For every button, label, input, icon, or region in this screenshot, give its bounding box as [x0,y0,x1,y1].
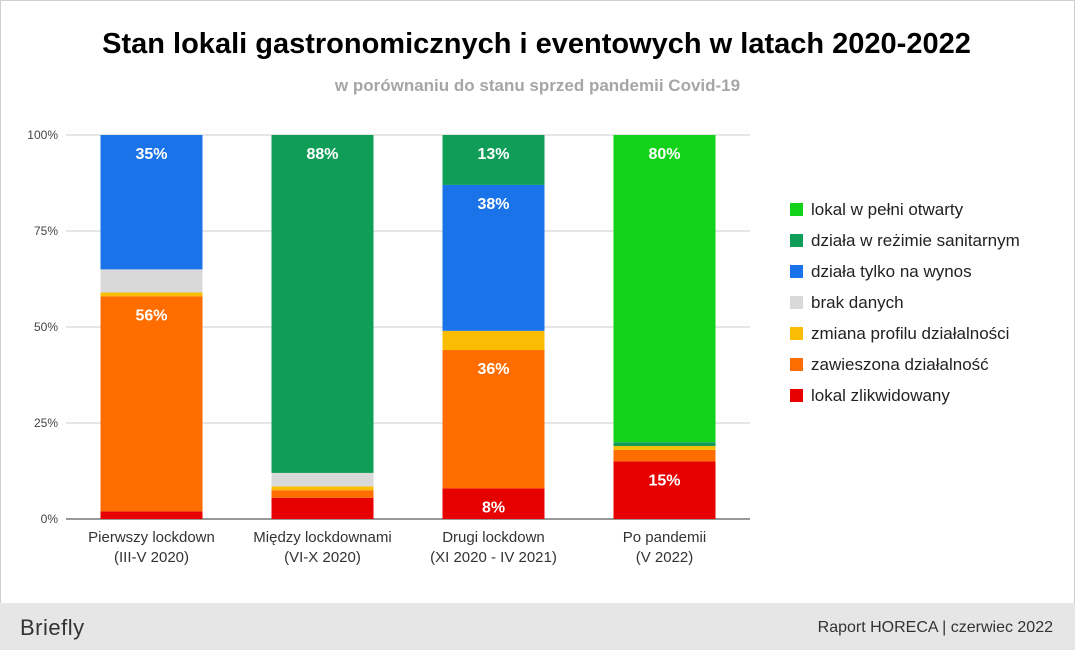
legend-label: zawieszona działalność [811,354,989,374]
data-label: 38% [477,196,509,213]
legend-label: lokal zlikwidowany [811,385,950,405]
legend-item: brak danych [790,287,1020,318]
bar-segment [613,442,716,447]
bar-segment [442,350,545,489]
x-tick-label: (III-V 2020) [114,549,189,566]
legend-label: lokal w pełni otwarty [811,199,964,219]
data-label: 15% [648,472,680,489]
bar-segment [271,486,374,491]
legend-label: działa tylko na wynos [811,261,972,281]
data-label: 56% [135,307,167,324]
x-tick-label: (V 2022) [636,549,694,566]
bar-segment [100,511,203,519]
legend-swatch [790,203,803,216]
bar-segment [271,135,374,473]
data-label: 88% [306,146,338,163]
y-tick-label: 75% [34,224,58,238]
legend-label: działa w reżimie sanitarnym [811,230,1020,250]
legend-item: zawieszona działalność [790,349,1020,380]
legend-item: działa w reżimie sanitarnym [790,225,1020,256]
x-tick-label: Drugi lockdown [442,529,545,546]
report-caption: Raport HORECA | czerwiec 2022 [817,619,1053,636]
footer-bar: Briefly Raport HORECA | czerwiec 2022 [0,603,1075,650]
data-label: 80% [648,146,680,163]
bar-segment [100,269,203,293]
legend-item: działa tylko na wynos [790,256,1020,287]
legend-swatch [790,234,803,247]
x-tick-label: Po pandemii [623,529,706,546]
data-label: 35% [135,146,167,163]
x-tick-label: Pierwszy lockdown [88,529,215,546]
legend-item: lokal w pełni otwarty [790,194,1020,225]
brand-logo: Briefly [20,615,85,640]
data-label: 13% [477,146,509,163]
bar-segment [442,135,545,185]
bar-segment [442,488,545,519]
stacked-bar-chart: 0% 25% 50% 75% 100% 56% 35% Pierwszy lockdown (I… [27,128,750,566]
bar-segment [100,296,203,512]
bar-segment [100,292,203,297]
legend-item: zmiana profilu działalności [790,318,1020,349]
bar-segment [271,497,374,519]
data-label: 36% [477,361,509,378]
bar-segment [613,135,716,443]
data-label: 8% [482,499,505,516]
chart-title: Stan lokali gastronomicznych i eventowyc… [102,28,971,60]
chart-legend: lokal w pełni otwarty działa w reżimie sa… [790,194,1020,411]
y-tick-label: 100% [27,128,58,142]
x-tick-label: Między lockdownami [253,529,391,546]
bar-segment [271,490,374,498]
legend-label: zmiana profilu działalności [811,323,1010,343]
legend-swatch [790,358,803,371]
bar-segment [613,461,716,519]
bar-segment [613,449,716,462]
x-tick-label: (VI-X 2020) [284,549,361,566]
bar-segment [271,472,374,487]
y-tick-label: 50% [34,320,58,334]
legend-swatch [790,265,803,278]
x-tick-label: (XI 2020 - IV 2021) [430,549,557,566]
legend-label: brak danych [811,292,904,312]
legend-swatch [790,389,803,402]
legend-swatch [790,327,803,340]
legend-item: lokal zlikwidowany [790,380,1020,411]
bar-segment [442,184,545,331]
bar-segment [613,446,716,450]
y-tick-label: 0% [41,512,59,526]
bar-segment [100,135,203,270]
bar-segment [442,330,545,351]
chart-subtitle: w porównaniu do stanu sprzed pandemii Co… [334,76,741,95]
legend-swatch [790,296,803,309]
y-tick-label: 25% [34,416,58,430]
